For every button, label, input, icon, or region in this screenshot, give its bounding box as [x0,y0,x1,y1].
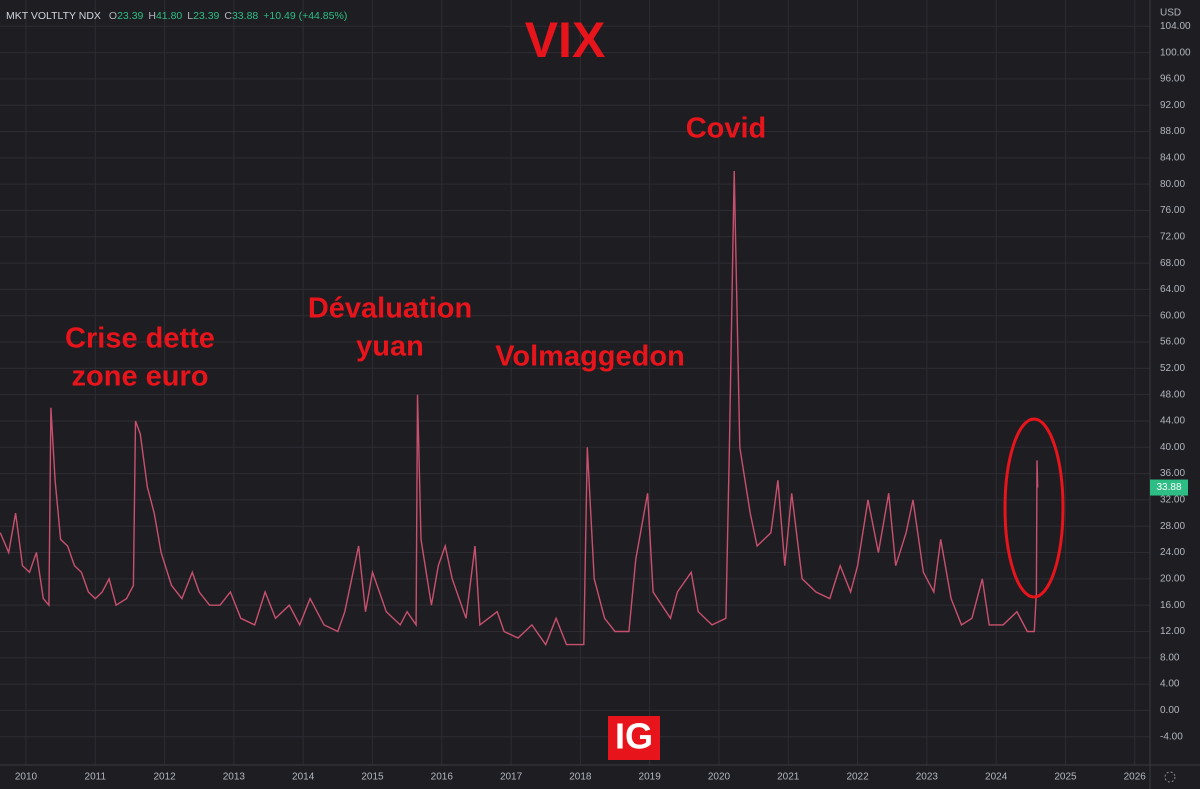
y-tick-label: 8.00 [1160,652,1180,663]
ohlc-value: 23.39 [193,10,219,22]
y-tick-label: 76.00 [1160,205,1185,216]
x-tick-label: 2012 [153,772,176,783]
y-tick-label: 48.00 [1160,389,1185,400]
y-tick-label: 100.00 [1160,47,1191,58]
x-tick-label: 2024 [985,772,1008,783]
y-tick-label: 80.00 [1160,179,1185,190]
x-tick-label: 2016 [431,772,454,783]
annotation: yuan [356,331,424,363]
y-tick-label: 16.00 [1160,600,1185,611]
series-line [0,170,1039,647]
y-tick-label: 4.00 [1160,679,1180,690]
x-tick-label: 2014 [292,772,315,783]
y-tick-label: 44.00 [1160,416,1185,427]
grid [0,0,1150,765]
y-tick-label: 52.00 [1160,363,1185,374]
ohlc-value: 33.88 [232,10,258,22]
x-tick-label: 2010 [15,772,38,783]
ohlc-value: 41.80 [156,10,182,22]
price-label-box [1150,479,1188,496]
logo: IG [615,716,653,757]
x-tick-label: 2017 [500,772,523,783]
ohlc-label: L [187,10,193,22]
x-tick-label: 2019 [639,772,662,783]
y-tick-label: 84.00 [1160,153,1185,164]
y-tick-label: 32.00 [1160,495,1185,506]
x-tick-label: 2026 [1124,772,1147,783]
x-tick-label: 2021 [777,772,800,783]
currency[interactable]: USD [1160,8,1181,19]
y-tick-label: 88.00 [1160,126,1185,137]
settings-icon[interactable] [1164,771,1176,783]
price-label: 33.88 [1156,482,1181,493]
annotation: Covid [686,113,767,145]
y-tick-label: 68.00 [1160,258,1185,269]
x-tick-label: 2018 [569,772,592,783]
x-tick-label: 2013 [223,772,246,783]
symbol-name: MKT VOLTLTY NDX [6,10,101,22]
annotation: zone euro [72,361,209,393]
x-tick-label: 2011 [85,772,107,783]
y-tick-label: 92.00 [1160,100,1185,111]
y-tick-label: 36.00 [1160,468,1185,479]
logo-box [608,716,660,760]
annotation: Crise dette [65,323,215,355]
ohlc-label: H [148,10,156,22]
y-tick-label: 96.00 [1160,74,1185,85]
header: MKT VOLTLTY NDX O23.39 H41.80 L23.39 C33.88 +… [6,10,347,22]
x-tick-label: 2020 [708,772,731,783]
annotation: Dévaluation [308,293,472,325]
x-tick-label: 2023 [916,772,939,783]
y-tick-label: 56.00 [1160,337,1185,348]
x-tick-label: 2022 [846,772,869,783]
y-tick-label: 0.00 [1160,705,1180,716]
y-tick-label: 24.00 [1160,547,1185,558]
y-tick-label: -4.00 [1160,731,1183,742]
y-tick-label: 40.00 [1160,442,1185,453]
chart-title: VIX [525,12,606,68]
plot-area [0,170,1039,647]
change: +10.49 (+44.85%) [263,10,347,22]
y-tick-label: 28.00 [1160,521,1185,532]
x-tick-label: 2025 [1054,772,1077,783]
ohlc-label: O [109,10,117,22]
ohlc-label: C [224,10,232,22]
y-tick-label: 64.00 [1160,284,1185,295]
y-tick-label: 60.00 [1160,310,1185,321]
highlight-ellipse [1003,417,1065,599]
y-tick-label: 20.00 [1160,573,1185,584]
y-tick-label: 104.00 [1160,21,1191,32]
annotation: Volmaggedon [495,341,685,373]
x-tick-label: 2015 [361,772,384,783]
ohlc-value: 23.39 [117,10,143,22]
y-tick-label: 12.00 [1160,626,1185,637]
y-tick-label: 72.00 [1160,231,1185,242]
